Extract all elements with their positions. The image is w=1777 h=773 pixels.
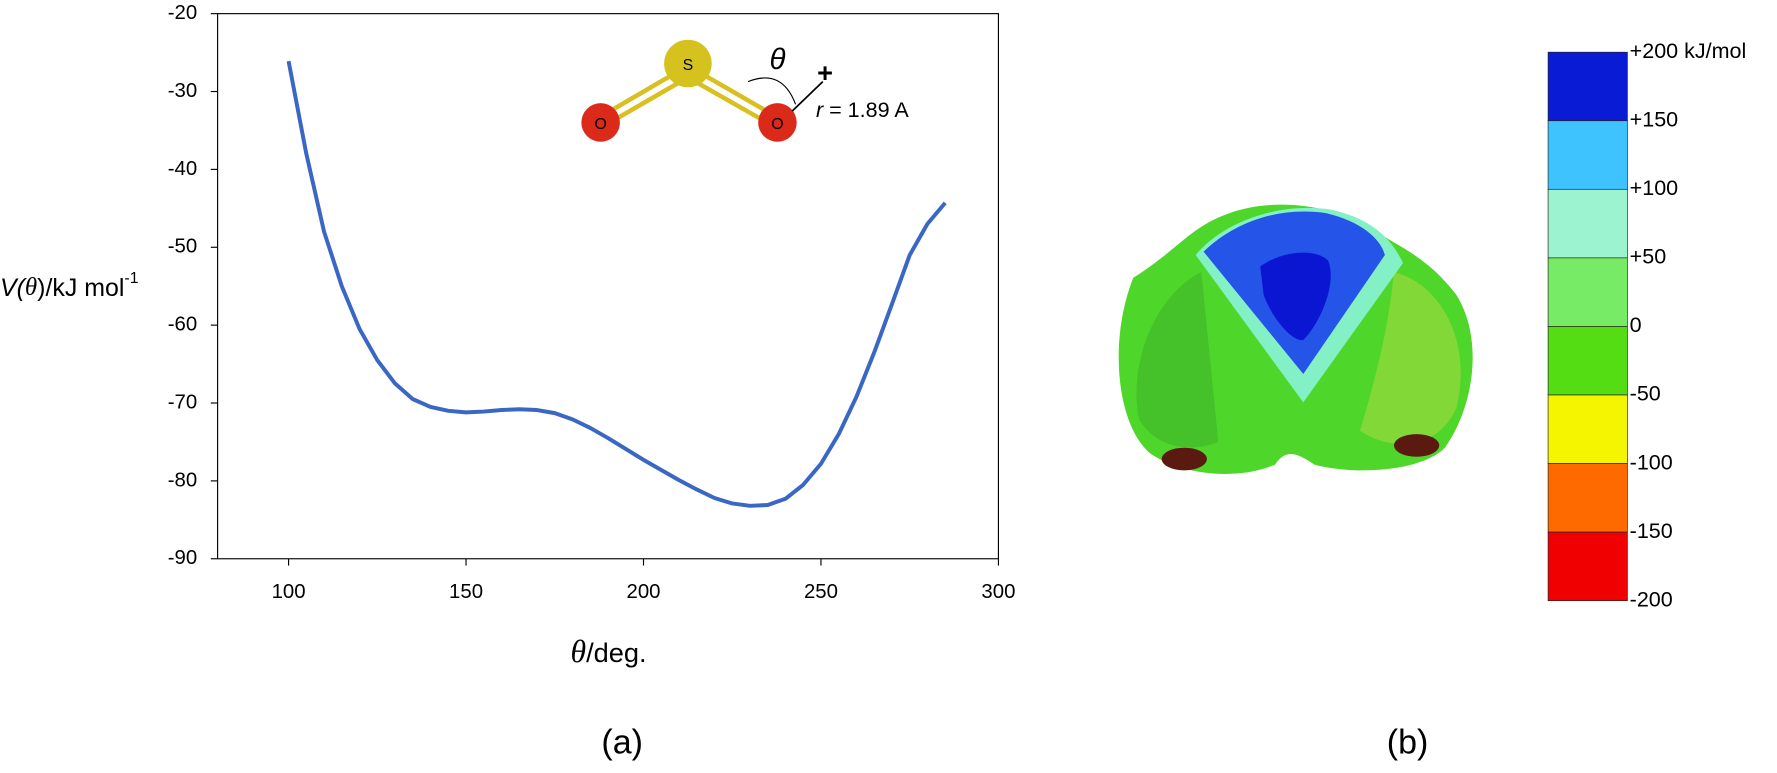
surface-image xyxy=(1118,204,1473,474)
colorbar-band xyxy=(1547,257,1628,327)
distance-value: = 1.89 A xyxy=(823,98,909,122)
y-tick-label: -30 xyxy=(168,80,197,102)
y-axis-label-symbol: θ xyxy=(25,274,37,301)
y-tick-label: -70 xyxy=(168,391,197,413)
colorbar-tick-label: -100 xyxy=(1630,450,1673,474)
distance-symbol: r xyxy=(816,98,824,122)
atom-label: O xyxy=(594,116,606,133)
colorbar-band xyxy=(1547,531,1628,602)
atom-label: S xyxy=(683,57,694,74)
y-tick-label: -80 xyxy=(168,469,197,491)
x-tick-label: 150 xyxy=(449,581,483,603)
y-axis-label: V(θ)/kJ mol-1 xyxy=(0,270,139,302)
x-tick-label: 100 xyxy=(272,581,306,603)
y-tick-label: -40 xyxy=(168,158,197,180)
colorbar-band xyxy=(1547,188,1628,259)
y-axis-label-part: V( xyxy=(0,274,28,302)
y-axis-label-part: )/kJ mol xyxy=(37,274,124,302)
colorbar-tick-label: +100 xyxy=(1630,176,1678,200)
colorbar-tick-label: +50 xyxy=(1630,245,1667,269)
y-tick-label: -60 xyxy=(168,314,197,336)
colorbar-tick-label: 0 xyxy=(1630,313,1642,337)
colorbar-tick-label: -200 xyxy=(1630,587,1673,611)
panel-label: (a) xyxy=(601,724,643,762)
x-axis-label: θ/deg. xyxy=(571,634,647,669)
x-axis-label-unit: /deg. xyxy=(586,637,646,668)
position-marker: + xyxy=(817,57,833,88)
colorbar-tick-label: -150 xyxy=(1630,519,1673,543)
line-series xyxy=(286,60,947,508)
panel-label: (b) xyxy=(1387,724,1429,762)
colorbar-band xyxy=(1547,463,1628,533)
x-axis-label-symbol: θ xyxy=(571,634,587,669)
y-tick-label: -50 xyxy=(168,236,197,258)
inset-molecule xyxy=(581,39,824,142)
colorbar-band xyxy=(1547,394,1628,464)
x-tick-label: 250 xyxy=(804,581,838,603)
atom-label: O xyxy=(771,116,783,133)
y-axis-label-superscript: -1 xyxy=(124,270,138,287)
colorbar-band xyxy=(1547,51,1628,122)
colorbar-tick-label: +200 kJ/mol xyxy=(1630,39,1747,63)
plot-frame xyxy=(217,13,999,560)
colorbar-band xyxy=(1547,120,1628,190)
x-tick-label: 200 xyxy=(627,581,661,603)
colorbar-tick-label: +150 xyxy=(1630,107,1678,131)
y-tick-label: -90 xyxy=(168,547,197,569)
x-tick-label: 300 xyxy=(981,581,1015,603)
distance-label: r = 1.89 A xyxy=(816,98,909,122)
y-tick-label: -20 xyxy=(168,2,197,24)
colorbar-tick-label: -50 xyxy=(1630,382,1661,406)
angle-label: θ xyxy=(769,43,785,76)
colorbar-band xyxy=(1547,326,1628,396)
